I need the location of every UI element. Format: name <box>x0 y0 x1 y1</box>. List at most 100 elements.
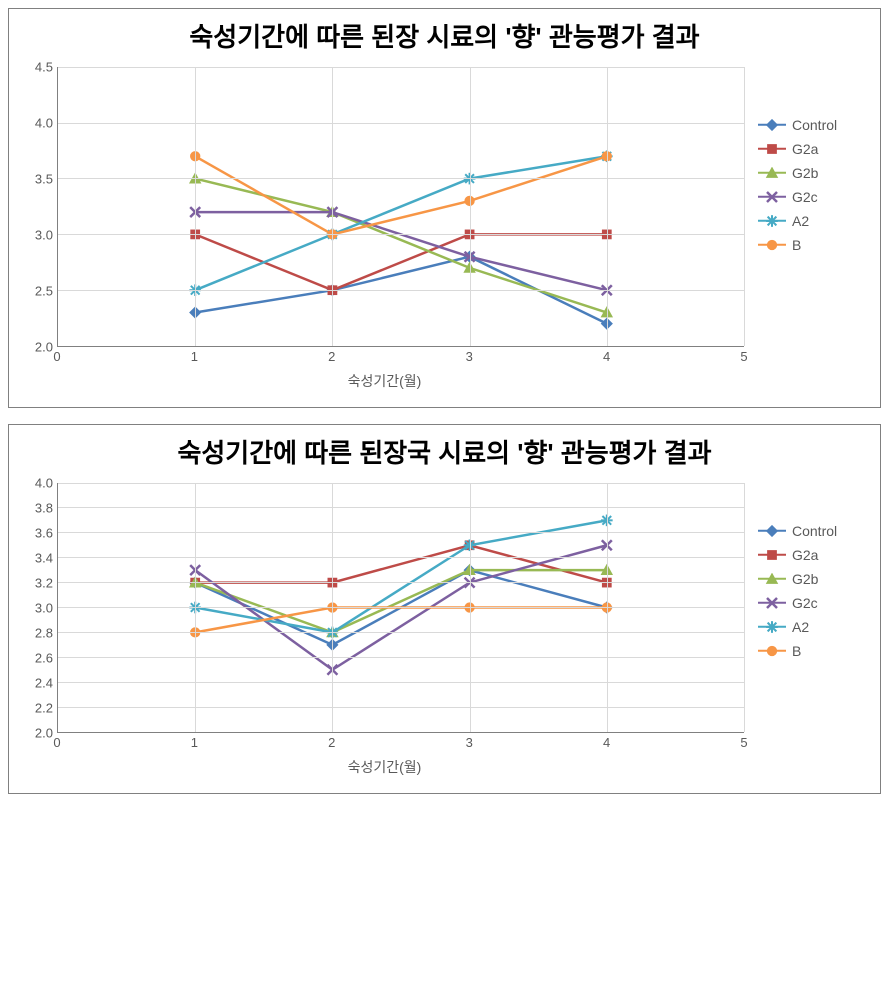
legend-label: A2 <box>792 619 809 635</box>
y-tick-label: 3.8 <box>35 500 53 515</box>
legend-swatch <box>758 191 786 203</box>
x-tick-label: 3 <box>466 735 473 750</box>
x-tick-label: 3 <box>466 349 473 364</box>
gridline-h <box>58 557 744 558</box>
legend-item: Control <box>758 523 868 539</box>
legend-label: Control <box>792 523 837 539</box>
x-tick-label: 2 <box>328 349 335 364</box>
y-tick-label: 4.5 <box>35 59 53 74</box>
y-tick-label: 3.2 <box>35 575 53 590</box>
plot-svg <box>58 67 744 346</box>
gridline-h <box>58 657 744 658</box>
legend-item: A2 <box>758 213 868 229</box>
legend-label: G2c <box>792 189 818 205</box>
gridline-h <box>58 507 744 508</box>
legend-label: B <box>792 237 801 253</box>
y-axis: 2.02.53.03.54.04.5 <box>21 67 57 367</box>
y-tick-label: 3.0 <box>35 227 53 242</box>
diamond-icon <box>758 119 786 131</box>
legend-label: Control <box>792 117 837 133</box>
chart-body: 2.02.53.03.54.04.5 012345 숙성기간(월) Contro… <box>21 67 868 391</box>
x-tick-label: 5 <box>740 349 747 364</box>
star-icon <box>758 215 786 227</box>
gridline-v <box>332 67 333 346</box>
legend-swatch <box>758 549 786 561</box>
y-axis: 2.02.22.42.62.83.03.23.43.63.84.0 <box>21 483 57 753</box>
x-tick-label: 0 <box>53 735 60 750</box>
y-tick-label: 4.0 <box>35 475 53 490</box>
gridline-h <box>58 707 744 708</box>
x-icon <box>758 191 786 203</box>
gridline-v <box>195 483 196 732</box>
gridline-v <box>607 483 608 732</box>
square-icon <box>758 549 786 561</box>
legend-item: G2c <box>758 595 868 611</box>
legend-label: G2a <box>792 141 818 157</box>
x-tick-label: 1 <box>191 349 198 364</box>
diamond-icon <box>758 525 786 537</box>
gridline-v <box>744 67 745 346</box>
chart-doenjang-soup-aroma: 숙성기간에 따른 된장국 시료의 '향' 관능평가 결과 2.02.22.42.… <box>8 424 881 794</box>
y-tick-label: 3.5 <box>35 171 53 186</box>
gridline-v <box>470 67 471 346</box>
y-tick-label: 3.6 <box>35 525 53 540</box>
chart-title: 숙성기간에 따른 된장국 시료의 '향' 관능평가 결과 <box>21 437 868 471</box>
legend-item: G2c <box>758 189 868 205</box>
plot-area <box>57 483 744 733</box>
square-icon <box>758 143 786 155</box>
chart-title: 숙성기간에 따른 된장 시료의 '향' 관능평가 결과 <box>21 21 868 55</box>
x-tick-label: 4 <box>603 349 610 364</box>
legend-swatch <box>758 525 786 537</box>
legend-swatch <box>758 621 786 633</box>
plot-area <box>57 67 744 347</box>
legend-item: A2 <box>758 619 868 635</box>
legend-item: B <box>758 643 868 659</box>
legend-item: G2a <box>758 141 868 157</box>
gridline-h <box>58 582 744 583</box>
legend-swatch <box>758 239 786 251</box>
gridline-h <box>58 483 744 484</box>
legend-item: G2a <box>758 547 868 563</box>
x-axis: 012345 <box>57 733 744 753</box>
triangle-icon <box>758 167 786 179</box>
chart-body: 2.02.22.42.62.83.03.23.43.63.84.0 012345… <box>21 483 868 777</box>
legend-label: A2 <box>792 213 809 229</box>
gridline-v <box>332 483 333 732</box>
gridline-v <box>195 67 196 346</box>
y-tick-label: 3.4 <box>35 550 53 565</box>
legend-swatch <box>758 119 786 131</box>
x-icon <box>758 597 786 609</box>
x-tick-label: 0 <box>53 349 60 364</box>
gridline-h <box>58 290 744 291</box>
x-axis: 012345 <box>57 347 744 367</box>
legend-item: G2b <box>758 571 868 587</box>
legend-label: G2b <box>792 571 818 587</box>
chart-doenjang-aroma: 숙성기간에 따른 된장 시료의 '향' 관능평가 결과 2.02.53.03.5… <box>8 8 881 408</box>
circle-icon <box>758 645 786 657</box>
gridline-h <box>58 234 744 235</box>
gridline-h <box>58 632 744 633</box>
y-tick-label: 2.0 <box>35 725 53 740</box>
y-tick-label: 3.0 <box>35 600 53 615</box>
gridline-v <box>607 67 608 346</box>
x-tick-label: 1 <box>191 735 198 750</box>
y-tick-label: 2.5 <box>35 283 53 298</box>
gridline-h <box>58 532 744 533</box>
legend: Control G2a G2b G2c A2 B <box>748 483 868 667</box>
circle-icon <box>758 239 786 251</box>
legend-swatch <box>758 597 786 609</box>
y-tick-label: 2.8 <box>35 625 53 640</box>
gridline-h <box>58 178 744 179</box>
x-tick-label: 5 <box>740 735 747 750</box>
legend-item: Control <box>758 117 868 133</box>
x-tick-label: 2 <box>328 735 335 750</box>
plot-wrap: 2.02.53.03.54.04.5 012345 숙성기간(월) <box>21 67 748 391</box>
y-tick-label: 2.2 <box>35 700 53 715</box>
legend-swatch <box>758 215 786 227</box>
x-tick-label: 4 <box>603 735 610 750</box>
x-axis-title: 숙성기간(월) <box>21 371 748 391</box>
y-tick-label: 2.6 <box>35 650 53 665</box>
triangle-icon <box>758 573 786 585</box>
legend-swatch <box>758 167 786 179</box>
gridline-h <box>58 607 744 608</box>
